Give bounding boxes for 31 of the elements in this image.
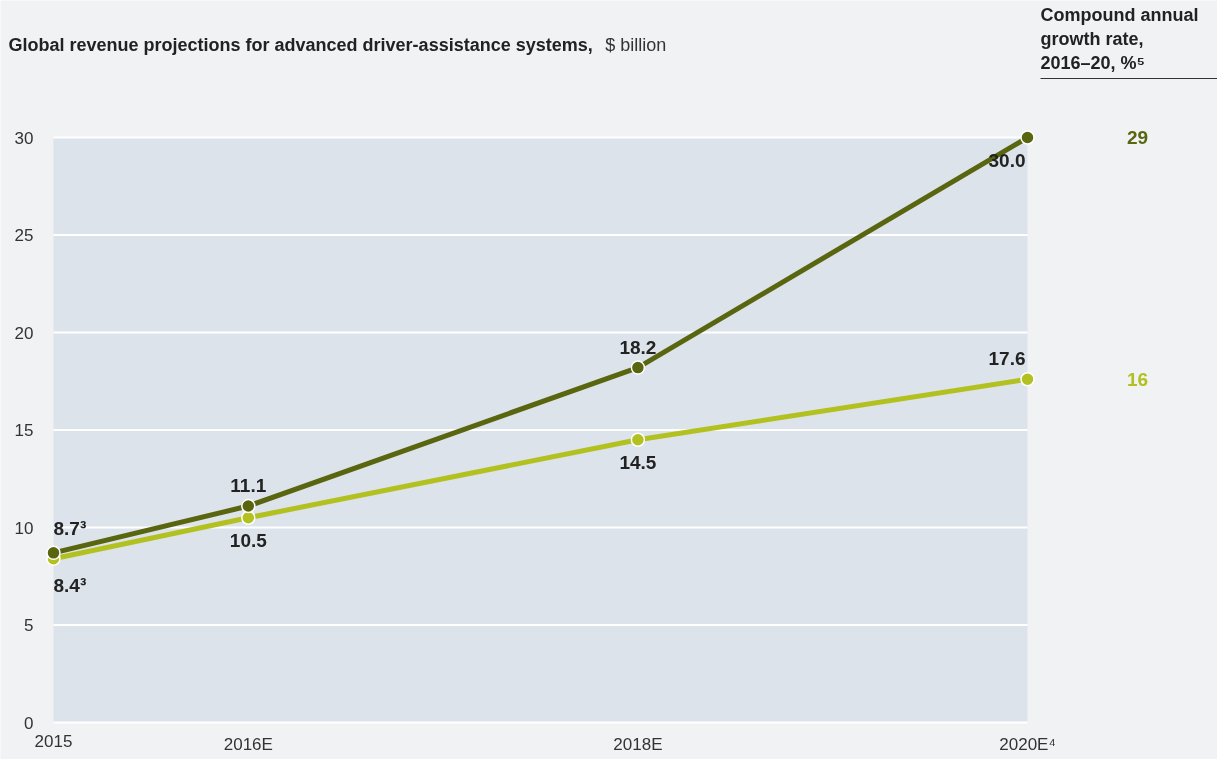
point — [630, 360, 646, 375]
text: 16 — [1126, 368, 1149, 390]
point — [1020, 130, 1035, 145]
x-tick-label: 2016E — [223, 734, 273, 754]
chart-title: Global revenue projections for advanced driver-assistance systems, — [8, 34, 593, 55]
data-label: 8.4³ — [53, 574, 87, 596]
y-tick-label: 0 — [24, 713, 34, 733]
data-label: 10.5 — [229, 529, 268, 551]
data-label: 11.1 — [230, 475, 267, 497]
y-tick-label: 30 — [14, 128, 34, 148]
data-label: 30.0 — [988, 149, 1026, 171]
data-label: 14.5 — [619, 451, 657, 473]
point — [1020, 372, 1035, 387]
point — [46, 545, 61, 561]
x-tick-label: 2020E⁴ — [999, 734, 1056, 754]
y-tick-label: 25 — [14, 226, 34, 245]
text: 29 — [1126, 127, 1149, 148]
y-tick-label: 15 — [14, 421, 34, 440]
data-label: 8.7³ — [53, 517, 87, 539]
chart-subtitle: $ billion — [605, 34, 667, 55]
data-label: 17.6 — [988, 348, 1026, 370]
point — [241, 498, 256, 514]
text: Compound annual growth rate, 2016–20, %⁵ — [1040, 4, 1199, 73]
y-tick-label: 20 — [14, 323, 34, 343]
y-tick-label: 10 — [14, 518, 34, 538]
point — [241, 510, 256, 525]
x-tick-label: 2015 — [34, 731, 73, 751]
x-tick-label: 2018E — [613, 734, 663, 754]
data-label: 18.2 — [619, 336, 657, 358]
point — [630, 432, 646, 447]
y-tick-label: 5 — [24, 616, 34, 635]
